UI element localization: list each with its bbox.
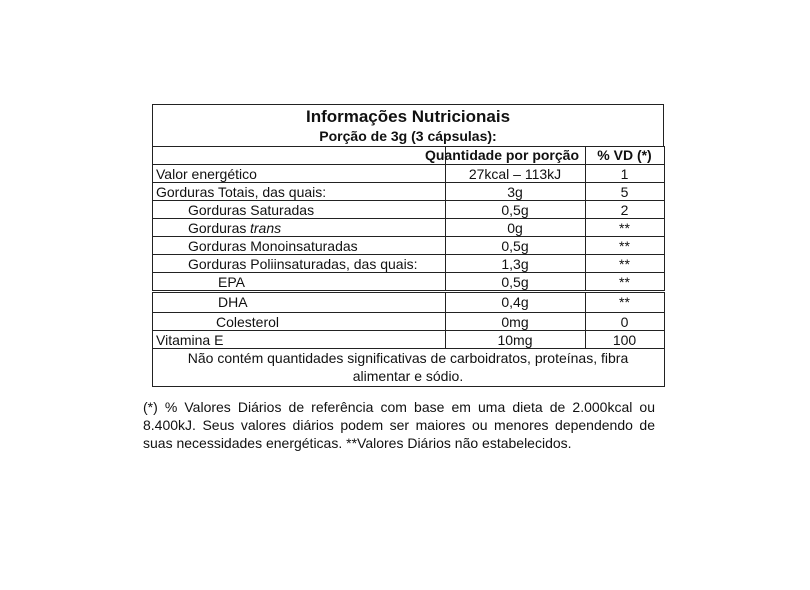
row-vd: ** <box>619 274 630 290</box>
row-vd: 100 <box>612 332 637 348</box>
row-vd: 5 <box>620 184 629 200</box>
row-cell <box>152 272 446 291</box>
row-label: Gorduras Totais, das quais: <box>156 184 327 200</box>
row-quantity: 0,5g <box>501 238 529 254</box>
column-header: Quantidade por porção <box>424 147 579 163</box>
row-label: Vitamina E <box>156 332 224 348</box>
footnote: (*) % Valores Diários de referência com … <box>143 399 655 451</box>
row-quantity: 0mg <box>501 314 529 330</box>
row-quantity: 10mg <box>497 332 533 348</box>
row-label: EPA <box>218 274 245 290</box>
row-label: Gorduras Monoinsaturadas <box>188 238 358 254</box>
row-vd: 0 <box>620 314 629 330</box>
row-cell <box>585 272 665 291</box>
row-label: Gorduras Saturadas <box>188 202 315 218</box>
row-quantity: 3g <box>507 184 523 200</box>
row-cell <box>152 312 446 331</box>
serving: Porção de 3g (3 cápsulas): <box>319 128 497 144</box>
row-quantity: 0g <box>507 220 523 236</box>
row-vd: ** <box>619 294 630 310</box>
row-quantity: 0,4g <box>501 294 529 310</box>
row-label-italic: trans <box>250 220 282 236</box>
title: Informações Nutricionais <box>305 107 511 126</box>
table-note: Não contém quantidades significativas de… <box>187 350 629 384</box>
row-label: Gorduras <box>188 220 247 236</box>
column-header: % VD (*) <box>597 147 652 163</box>
row-quantity: 0,5g <box>501 274 529 290</box>
row-vd: 2 <box>620 202 629 218</box>
row-quantity: 27kcal – 113kJ <box>468 166 562 182</box>
row-quantity: 1,3g <box>501 256 529 272</box>
row-quantity: 0,5g <box>501 202 529 218</box>
row-label: Gorduras Poliinsaturadas, das quais: <box>188 256 418 272</box>
row-vd: ** <box>619 238 630 254</box>
row-vd: ** <box>619 220 630 236</box>
row-vd: ** <box>619 256 630 272</box>
row-cell <box>152 292 446 313</box>
row-label: Valor energético <box>156 166 257 182</box>
row-label: DHA <box>218 294 248 310</box>
row-label: Colesterol <box>216 314 280 330</box>
row-vd: 1 <box>620 166 629 182</box>
note-cell <box>152 348 665 387</box>
